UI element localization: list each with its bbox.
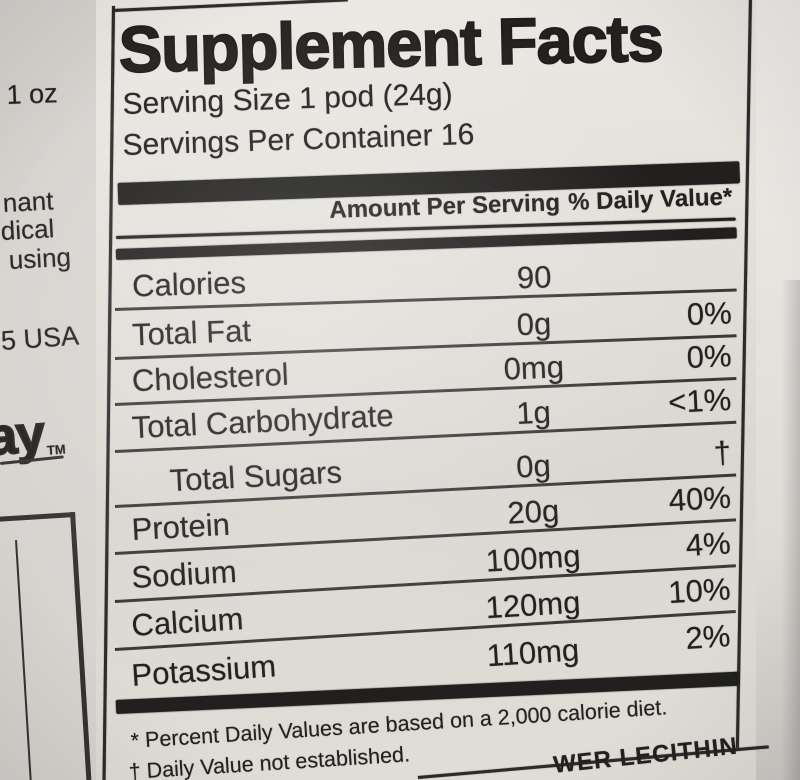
- left-fragment-dical: dical: [0, 213, 55, 246]
- nutrient-dv: 4%: [684, 525, 732, 564]
- nutrient-name: Calories: [131, 264, 247, 304]
- panel-title: Supplement Facts: [117, 1, 664, 87]
- nutrient-name: Protein: [130, 506, 231, 548]
- nutrient-name: Cholesterol: [131, 356, 290, 399]
- nutrient-name: Total Sugars: [168, 454, 343, 499]
- nutrient-dv-dagger: †: [712, 434, 732, 471]
- package-right-edge: [756, 0, 800, 780]
- nutrient-name: Total Fat: [131, 313, 252, 353]
- left-fragment-using: using: [8, 241, 72, 275]
- nutrient-dv: 0%: [685, 338, 733, 376]
- left-fragment-oz: 1 oz: [6, 78, 59, 110]
- nutrient-dv: 40%: [667, 479, 732, 518]
- nutrient-dv: 10%: [667, 571, 732, 611]
- package-fold-shadow: [781, 280, 800, 780]
- nutrient-dv: 2%: [684, 618, 732, 657]
- left-fragment-usa: 5 USA: [0, 320, 80, 356]
- daily-value-header: % Daily Value*: [567, 183, 733, 216]
- nutrient-dv: 0%: [686, 295, 733, 333]
- nutrient-name: Potassium: [130, 648, 278, 693]
- nutrient-dv: <1%: [667, 381, 732, 420]
- nutrient-name: Calcium: [130, 601, 245, 643]
- nutrient-name: Sodium: [130, 553, 238, 595]
- label-paper: [96, 0, 756, 780]
